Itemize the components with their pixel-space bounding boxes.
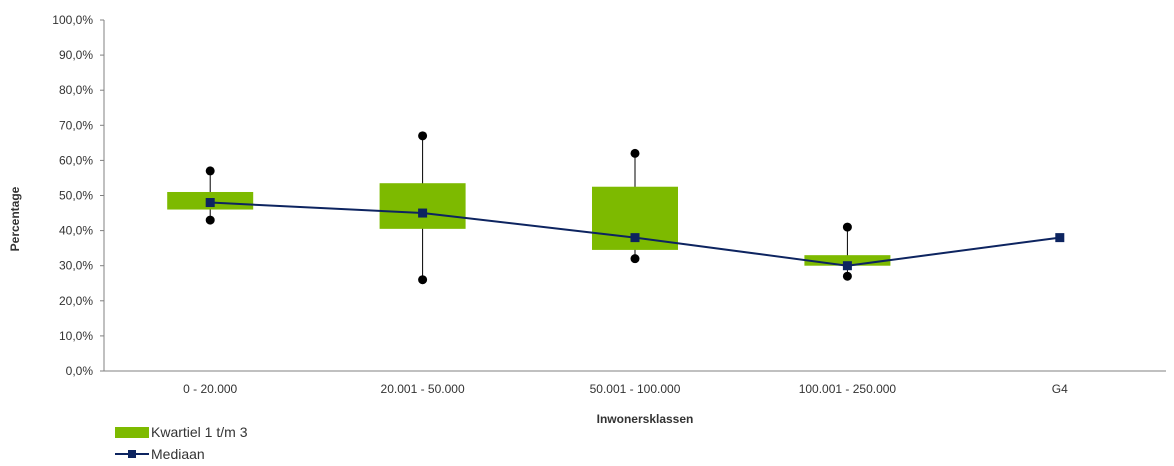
x-axis-title: Inwonersklassen — [597, 412, 694, 426]
median-point — [205, 198, 215, 208]
y-tick-label: 80,0% — [59, 83, 93, 97]
legend-line-swatch — [115, 449, 149, 460]
max-point — [205, 166, 215, 176]
legend: Kwartiel 1 t/m 3 Mediaan — [115, 421, 247, 465]
median-point — [1055, 233, 1065, 243]
y-tick-label: 30,0% — [59, 259, 93, 273]
quartile-box — [379, 183, 466, 229]
max-point — [418, 131, 428, 141]
x-tick-label: 100.001 - 250.000 — [799, 382, 897, 396]
legend-item-quartile: Kwartiel 1 t/m 3 — [115, 421, 247, 443]
min-point — [842, 271, 852, 281]
max-point — [842, 222, 852, 232]
y-tick-label: 70,0% — [59, 118, 93, 132]
y-tick-label: 0,0% — [66, 364, 94, 378]
median-point — [418, 208, 428, 218]
y-axis-title: Percentage — [8, 186, 22, 251]
quartile-box — [804, 255, 891, 266]
legend-item-median: Mediaan — [115, 443, 247, 465]
x-tick-label: 20.001 - 50.000 — [381, 382, 465, 396]
y-tick-label: 90,0% — [59, 48, 93, 62]
x-axis-ticks: 0 - 20.000 20.001 - 50.000 50.001 - 100.00… — [183, 382, 1068, 396]
min-point — [630, 254, 640, 264]
median-point — [630, 233, 640, 243]
y-tick-label: 50,0% — [59, 189, 93, 203]
legend-label-median: Mediaan — [151, 446, 205, 462]
min-point — [418, 275, 428, 285]
x-tick-label: 0 - 20.000 — [183, 382, 237, 396]
median-point — [842, 261, 852, 271]
min-point — [205, 215, 215, 225]
y-tick-label: 100,0% — [52, 13, 93, 27]
x-tick-label: 50.001 - 100.000 — [590, 382, 681, 396]
y-tick-label: 40,0% — [59, 224, 93, 238]
y-axis-ticks: 0,0% 10,0% 20,0% 30,0% 40,0% 50,0% 60,0% 70,0% 8… — [52, 13, 104, 378]
x-tick-label: G4 — [1052, 382, 1068, 396]
axes — [103, 20, 1166, 372]
legend-label-quartile: Kwartiel 1 t/m 3 — [151, 424, 248, 440]
median-series — [205, 198, 1065, 271]
y-tick-label: 10,0% — [59, 329, 93, 343]
y-tick-label: 60,0% — [59, 153, 93, 167]
y-tick-label: 20,0% — [59, 294, 93, 308]
legend-box-swatch — [115, 426, 149, 438]
max-point — [630, 148, 640, 158]
